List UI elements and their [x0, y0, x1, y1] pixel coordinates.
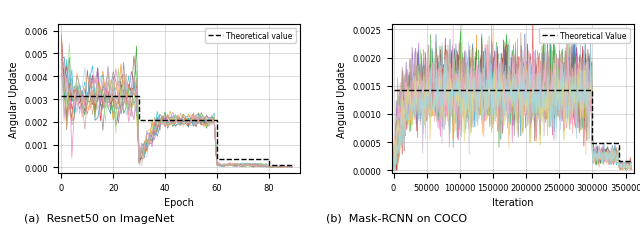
Theoretical Value: [589, 142, 596, 145]
Theoretical value: [213, 158, 221, 161]
Theoretical value: [135, 119, 143, 121]
Theoretical value: [213, 119, 221, 121]
Theoretical Value: [615, 142, 623, 145]
Line: Theoretical value: Theoretical value: [61, 96, 294, 165]
Legend: Theoretical value: Theoretical value: [205, 29, 296, 44]
Theoretical value: [291, 164, 298, 166]
Theoretical value: [265, 158, 273, 161]
X-axis label: Iteration: Iteration: [492, 197, 533, 207]
Theoretical value: [135, 95, 143, 97]
Text: (b)  Mask-RCNN on COCO: (b) Mask-RCNN on COCO: [326, 213, 467, 223]
Legend: Theoretical Value: Theoretical Value: [539, 29, 630, 44]
X-axis label: Epoch: Epoch: [164, 197, 193, 207]
Line: Theoretical Value: Theoretical Value: [394, 90, 632, 162]
Theoretical Value: [628, 160, 636, 163]
Theoretical Value: [615, 160, 623, 163]
Theoretical value: [265, 164, 273, 166]
Theoretical Value: [390, 89, 397, 92]
Theoretical value: [58, 95, 65, 97]
Y-axis label: Angular Update: Angular Update: [8, 61, 19, 137]
Theoretical Value: [589, 89, 596, 92]
Y-axis label: Angular Update: Angular Update: [337, 61, 348, 137]
Text: (a)  Resnet50 on ImageNet: (a) Resnet50 on ImageNet: [24, 213, 174, 223]
